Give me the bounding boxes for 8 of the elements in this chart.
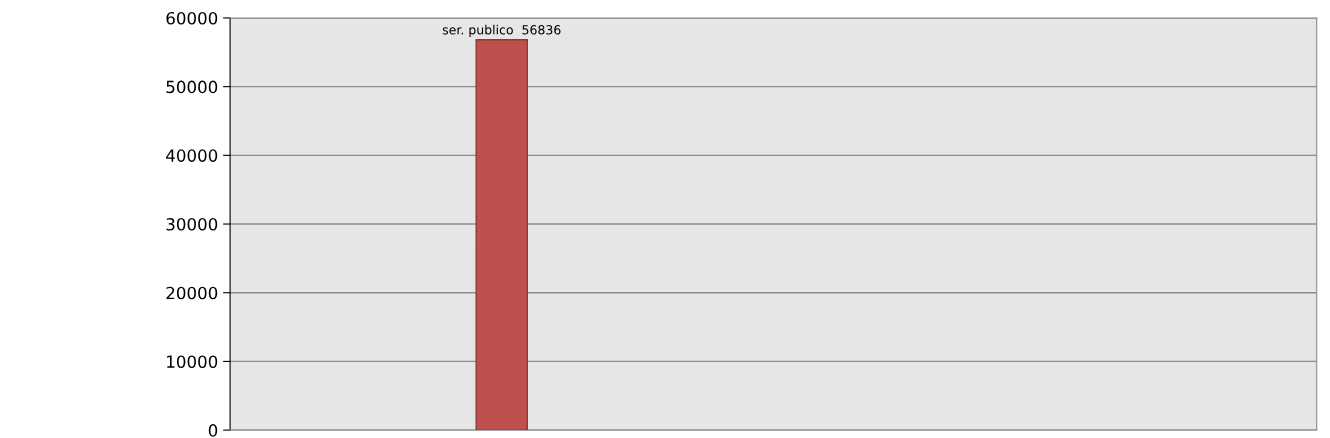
y-tick-label: 60000 bbox=[166, 11, 218, 25]
y-tick-label: 50000 bbox=[166, 80, 218, 94]
y-tick-label: 20000 bbox=[166, 286, 218, 300]
data-label: ser. publico 56836 bbox=[442, 24, 561, 37]
y-tick-label: 30000 bbox=[166, 218, 218, 231]
y-tick-label: 0 bbox=[208, 424, 218, 437]
y-tick-label: 40000 bbox=[166, 149, 218, 162]
y-tick-label: 10000 bbox=[167, 355, 218, 368]
